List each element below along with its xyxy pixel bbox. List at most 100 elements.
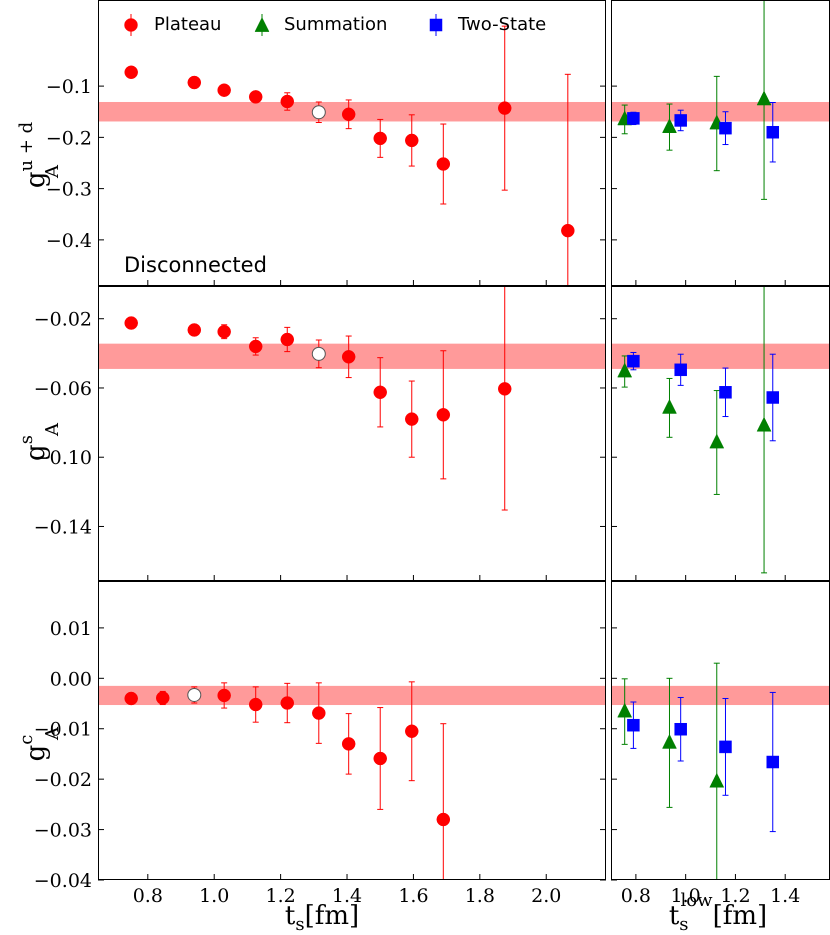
ylabel-c-main: g xyxy=(21,745,51,762)
ytick-label-ud-1: −0.2 xyxy=(46,127,92,149)
plateau-point-ud-9 xyxy=(436,157,451,171)
plateau-point-s-4 xyxy=(280,332,295,347)
frame-right-c xyxy=(611,581,830,880)
bands-layer xyxy=(98,101,830,706)
xtick-label-left-5: 1.8 xyxy=(465,885,495,907)
ytick-label-s-1: −0.06 xyxy=(34,378,92,400)
plateau-point-s-7 xyxy=(373,385,387,400)
xlabel-right: ts low[fm] xyxy=(669,890,767,935)
frame-left-c xyxy=(98,581,606,880)
frame-left-s xyxy=(98,286,606,581)
summation-point-c-1 xyxy=(662,733,677,749)
xtick-label-left-1: 1.0 xyxy=(199,885,229,907)
two-state-point-c-3 xyxy=(766,755,780,769)
legend-marker-plateau xyxy=(124,18,138,32)
plateau-point-ud-7 xyxy=(373,131,387,146)
right-series-s xyxy=(617,286,780,574)
right-series-ud xyxy=(617,0,780,200)
xlabel-right-main: t xyxy=(669,901,680,931)
frame-left-ud xyxy=(98,0,606,286)
summation-point-ud-3 xyxy=(756,90,772,106)
two-state-point-c-2 xyxy=(719,740,732,754)
summation-point-s-0 xyxy=(617,362,633,378)
ylabel-ud-sub: A xyxy=(42,164,63,179)
xtick-label-left-3: 1.4 xyxy=(332,885,362,907)
band-right-c xyxy=(611,685,830,706)
plateau-point-c-4 xyxy=(248,697,263,712)
ylabel-ud-main: g xyxy=(21,171,51,188)
plateau-point-ud-11 xyxy=(561,223,575,238)
xlabel-right-rest: [fm] xyxy=(713,901,768,931)
xlabel-left: ts[fm] xyxy=(285,901,359,935)
plateau-point-c-9 xyxy=(405,724,419,739)
plateau-point-c-8 xyxy=(373,751,387,766)
ytick-label-s-3: −0.14 xyxy=(34,516,92,538)
ylabel-c: gc xyxy=(16,735,51,762)
right-series-c xyxy=(617,662,780,880)
plateau-point-ud-5 xyxy=(311,105,326,120)
summation-point-s-2 xyxy=(709,433,725,449)
xtick-label-left-6: 2.0 xyxy=(531,885,561,907)
ytick-label-ud-3: −0.4 xyxy=(46,230,92,252)
plateau-series-ud xyxy=(124,25,575,286)
legend: Plateau Summation Two-State xyxy=(124,14,546,36)
two-state-point-s-3 xyxy=(766,391,780,404)
legend-label-summation: Summation xyxy=(284,14,387,35)
band-left-c xyxy=(98,685,606,706)
xlabel-left-main: t xyxy=(285,901,296,931)
two-state-point-ud-0 xyxy=(627,112,640,125)
summation-point-s-3 xyxy=(756,416,772,432)
summation-point-c-2 xyxy=(709,772,725,788)
xlabel-right-sup: low xyxy=(681,890,714,911)
two-state-point-ud-1 xyxy=(674,114,687,127)
xtick-label-left-0: 0.8 xyxy=(133,885,163,907)
summation-point-ud-1 xyxy=(662,118,677,133)
ytick-label-c-2: −0.01 xyxy=(34,719,92,741)
plateau-point-c-10 xyxy=(436,812,451,827)
ylabel-ud-sub-wrap: A xyxy=(42,164,63,179)
two-state-point-ud-3 xyxy=(766,125,780,139)
ylabel-ud-sup: u + d xyxy=(16,122,37,172)
ylabel-c-sup: c xyxy=(16,735,37,745)
plateau-point-ud-2 xyxy=(217,83,231,97)
xtick-label-right-2: 1.2 xyxy=(720,885,750,907)
plateau-point-c-2 xyxy=(187,687,202,702)
plateau-point-s-3 xyxy=(248,339,263,354)
summation-point-c-0 xyxy=(617,702,633,718)
ylabel-c-sub: A xyxy=(42,726,63,741)
plateau-point-c-5 xyxy=(280,696,295,710)
annotation-disconnected: Disconnected xyxy=(124,253,267,277)
frame-right-s xyxy=(611,286,830,581)
ylabel-s-sub: A xyxy=(42,422,63,437)
ylabel-ud: gu + d xyxy=(16,122,51,188)
legend-marker-summation xyxy=(254,17,270,32)
two-state-point-s-0 xyxy=(627,354,640,368)
ylabel-s-sub-wrap: A xyxy=(42,422,63,437)
xlabel-left-sub: s xyxy=(295,914,304,935)
frame-right-ud xyxy=(611,0,830,286)
ylabel-s: gs xyxy=(16,435,51,461)
plateau-point-c-1 xyxy=(155,691,170,705)
plateau-point-s-9 xyxy=(436,408,451,422)
summation-point-s-1 xyxy=(662,398,677,414)
ytick-label-c-0: 0.01 xyxy=(50,618,92,640)
plateau-series-c xyxy=(124,681,451,880)
legend-label-two-state: Two-State xyxy=(457,14,546,35)
ylabel-s-main: g xyxy=(21,444,51,461)
xlabel-right-sub: s xyxy=(679,914,688,935)
xtick-label-right-0: 0.8 xyxy=(621,885,651,907)
ylabel-s-sup: s xyxy=(16,435,37,444)
legend-entry-plateau: Plateau xyxy=(124,14,221,36)
two-state-point-c-1 xyxy=(674,722,687,736)
plateau-point-s-6 xyxy=(341,350,356,364)
xlabel-left-rest: [fm] xyxy=(305,901,360,931)
legend-marker-two-state xyxy=(429,18,443,32)
ticks-layer: −0.1 −0.2 −0.3 −0.4 −0.02 −0.06 −0.10 −0.14 0.01… xyxy=(34,76,801,907)
plateau-point-c-7 xyxy=(341,737,356,751)
plateau-point-s-8 xyxy=(405,412,419,426)
ytick-label-c-5: −0.04 xyxy=(34,870,92,892)
ytick-label-s-2: −0.10 xyxy=(34,447,92,469)
ylabel-c-sub-wrap: A xyxy=(42,726,63,741)
ytick-label-c-3: −0.02 xyxy=(34,769,92,791)
